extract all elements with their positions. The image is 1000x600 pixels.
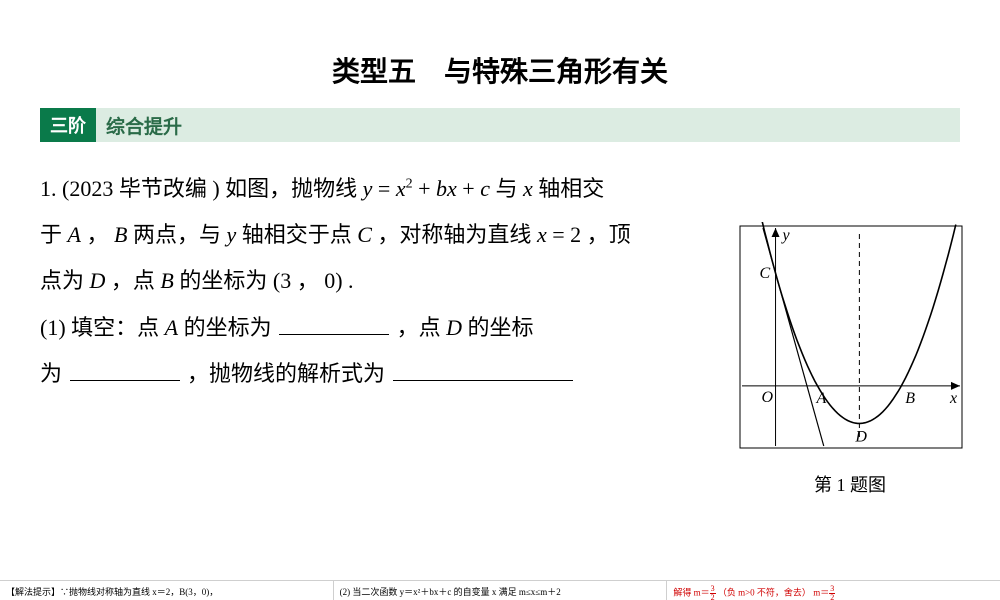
graph-border [740, 226, 962, 448]
exp-2: 2 [406, 177, 413, 192]
t: + [413, 176, 436, 201]
var-x: x [537, 222, 547, 247]
t: 两点，与 [127, 222, 226, 247]
t: 于 [40, 222, 68, 247]
t: 轴相交于点 [236, 222, 357, 247]
point-B: B [160, 268, 173, 293]
var-x: x [396, 176, 406, 201]
section-badge: 三阶 [40, 108, 96, 142]
t: m＝ [813, 588, 829, 598]
t: 点为 [40, 268, 90, 293]
thumb-3: 解得 m＝32 （负 m>0 不符，舍去） m＝32 [667, 581, 1000, 600]
t: 的坐标为 [178, 315, 277, 340]
t: 与 [490, 176, 523, 201]
t: ，抛物线的解析式为 [182, 361, 391, 386]
var-x: x [447, 176, 457, 201]
var-y: y [363, 176, 373, 201]
svg-text:B: B [905, 390, 915, 407]
figure-caption: 第 1 题图 [730, 471, 970, 497]
var-x: x [523, 176, 533, 201]
blank-A-coord [279, 313, 389, 335]
blank-expression [393, 359, 573, 381]
point-A: A [68, 222, 81, 247]
svg-text:C: C [760, 265, 771, 282]
t: = [372, 176, 395, 201]
t: 为 [40, 361, 68, 386]
t: + [457, 176, 480, 201]
svg-text:x: x [949, 390, 957, 407]
t: (2) 当二次函数 y＝x²＋bx＋c 的自变量 x 满足 m≤x≤m＋2 [340, 587, 561, 597]
var-b: b [436, 176, 447, 201]
svg-text:A: A [815, 390, 826, 407]
page-title: 类型五 与特殊三角形有关 [40, 50, 960, 90]
figure: y x O A B C D 第 1 题图 [730, 222, 970, 497]
t: 1. (2023 毕节改编 ) 如图，抛物线 [40, 176, 363, 201]
point-C: C [357, 222, 372, 247]
t: 的坐标为 (3 ， 0) . [174, 268, 354, 293]
point-B: B [114, 222, 127, 247]
t: ， [81, 222, 114, 247]
t: 轴相交 [533, 176, 605, 201]
bottom-thumbnails: 【解法提示】∵抛物线对称轴为直线 x＝2，B(3，0)， (2) 当二次函数 y… [0, 580, 1000, 600]
section-label: 综合提升 [96, 108, 182, 142]
svg-text:y: y [781, 227, 791, 244]
thumb-1: 【解法提示】∵抛物线对称轴为直线 x＝2，B(3，0)， [0, 581, 334, 600]
blank-D-coord [70, 359, 180, 381]
t: (1) 填空：点 [40, 315, 165, 340]
t: （负 m>0 不符，舍去） [718, 588, 811, 598]
point-D: D [90, 268, 106, 293]
t: 的坐标 [462, 315, 534, 340]
svg-text:O: O [762, 389, 774, 406]
parabola-graph: y x O A B C D [730, 222, 970, 462]
t: ，点 [105, 268, 160, 293]
var-c: c [480, 176, 490, 201]
point-A: A [165, 315, 178, 340]
svg-text:D: D [854, 428, 867, 445]
point-D: D [446, 315, 462, 340]
t: 解得 m＝ [673, 588, 709, 598]
t: ，对称轴为直线 [372, 222, 537, 247]
t: = 2 ，顶 [547, 222, 631, 247]
section-bar: 三阶 综合提升 [40, 108, 960, 142]
var-y: y [226, 222, 236, 247]
thumb-2: (2) 当二次函数 y＝x²＋bx＋c 的自变量 x 满足 m≤x≤m＋2 [334, 581, 668, 600]
t: 【解法提示】∵抛物线对称轴为直线 x＝2，B(3，0)， [6, 587, 218, 597]
t: ，点 [391, 315, 446, 340]
